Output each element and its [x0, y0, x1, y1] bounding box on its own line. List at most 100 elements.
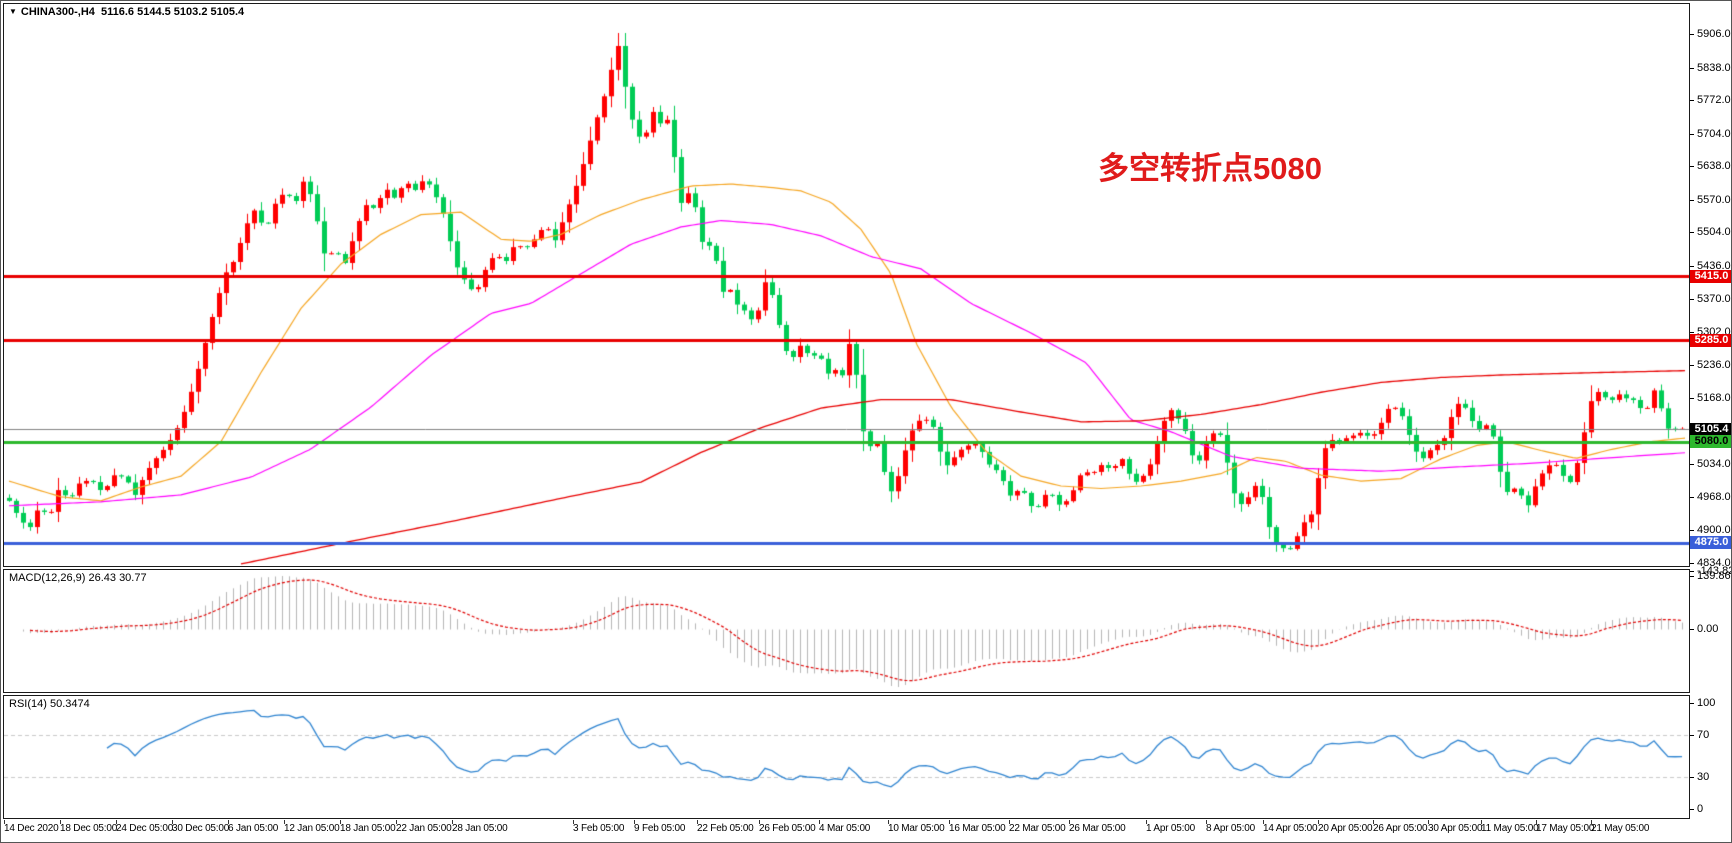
price-axis-tickmark: [1690, 530, 1694, 532]
price-axis-label: 5570.0: [1697, 193, 1731, 206]
price-axis-label: 4834.0: [1697, 557, 1731, 569]
time-axis-tickmark: [1146, 820, 1147, 824]
time-axis-tickmark: [1373, 820, 1374, 824]
rsi-axis-label: 100: [1697, 697, 1716, 709]
time-axis-tickmark: [1318, 820, 1319, 824]
price-chart-panel: ▼ CHINA300-,H4 5116.6 5144.5 5103.2 5105.…: [3, 3, 1690, 567]
time-axis-tickmark: [4, 820, 5, 824]
price-axis-label: 5168.0: [1697, 392, 1731, 405]
time-axis-tickmark: [1591, 820, 1592, 824]
rsi-axis-label: 70: [1697, 728, 1710, 741]
time-axis-label: 28 Jan 05:00: [452, 823, 508, 834]
text-annotation[interactable]: 多空转折点5080: [1098, 151, 1322, 186]
time-axis-label: 30 Apr 05:00: [1428, 823, 1483, 834]
time-axis-tickmark: [634, 820, 635, 824]
symbol-label: CHINA300-,H4: [20, 6, 95, 18]
time-axis-label: 18 Jan 05:00: [340, 823, 396, 834]
time-axis-tickmark: [452, 820, 453, 824]
time-axis-label: 24 Dec 05:00: [116, 823, 174, 834]
price-axis-label: 5034.0: [1697, 458, 1731, 471]
chart-title: ▼ CHINA300-,H4 5116.6 5144.5 5103.2 5105.…: [9, 6, 244, 18]
time-axis-tickmark: [1536, 820, 1537, 824]
time-axis-tickmark: [228, 820, 229, 824]
time-axis-label: 10 Mar 05:00: [888, 823, 945, 834]
price-axis-label: 4968.0: [1697, 490, 1731, 503]
rsi-axis-tickmark: [1690, 809, 1694, 810]
time-axis-label: 22 Jan 05:00: [396, 823, 452, 834]
time-axis-label: 22 Feb 05:00: [697, 823, 754, 834]
time-axis-tickmark: [1069, 820, 1070, 824]
time-axis-tickmark: [888, 820, 889, 824]
price-axis-tickmark: [1690, 166, 1694, 168]
ohlc-readout: 5116.6 5144.5 5103.2 5105.4: [101, 6, 245, 18]
time-axis-label: 26 Apr 05:00: [1373, 823, 1428, 834]
rsi-label: RSI(14) 50.3474: [9, 698, 90, 710]
price-tag-support: 4875.0: [1690, 536, 1731, 550]
time-axis-tickmark: [697, 820, 698, 824]
rsi-panel: RSI(14) 50.3474: [3, 695, 1690, 819]
macd-axis-tickmark: [1690, 629, 1694, 630]
price-axis-label: 5772.0: [1697, 94, 1731, 107]
macd-canvas[interactable]: [4, 570, 1689, 692]
macd-label: MACD(12,26,9) 26.43 30.77: [9, 572, 147, 584]
price-axis-tickmark: [1690, 398, 1694, 400]
rsi-axis-label: 0: [1697, 803, 1704, 815]
time-axis-label: 14 Dec 2020: [4, 823, 59, 834]
time-axis-label: 3 Feb 05:00: [573, 823, 625, 834]
time-axis-label: 9 Feb 05:00: [634, 823, 686, 834]
time-axis-label: 21 May 05:00: [1591, 823, 1650, 834]
rsi-axis-tickmark: [1690, 734, 1694, 736]
time-axis-tickmark: [1009, 820, 1010, 824]
price-axis-label: 5436.0: [1697, 259, 1731, 272]
time-axis-tickmark: [819, 820, 820, 824]
time-axis-label: 26 Feb 05:00: [759, 823, 816, 834]
time-axis-tickmark: [1481, 820, 1482, 824]
macd-axis-label: 0.00: [1697, 623, 1719, 635]
rsi-canvas[interactable]: [4, 696, 1689, 818]
price-axis-tickmark: [1690, 464, 1694, 466]
time-axis-tickmark: [1428, 820, 1429, 824]
symbol-dropdown-icon[interactable]: ▼: [9, 7, 17, 16]
price-axis-label: 5838.0: [1697, 61, 1731, 74]
time-axis-label: 20 Apr 05:00: [1318, 823, 1373, 834]
price-axis-tickmark: [1690, 265, 1694, 267]
price-axis-tickmark: [1690, 100, 1694, 102]
rsi-axis-tickmark: [1690, 703, 1694, 704]
time-axis-tickmark: [116, 820, 117, 824]
time-axis-tickmark: [60, 820, 61, 824]
time-axis-label: 14 Apr 05:00: [1263, 823, 1318, 834]
price-axis-label: 5704.0: [1697, 127, 1731, 140]
price-tag-resistance1: 5415.0: [1690, 269, 1731, 283]
price-axis-tickmark: [1690, 298, 1694, 300]
time-axis-tickmark: [759, 820, 760, 824]
time-axis-label: 26 Mar 05:00: [1069, 823, 1126, 834]
time-axis-label: 22 Mar 05:00: [1009, 823, 1066, 834]
price-axis-label: 5504.0: [1697, 226, 1731, 239]
time-axis-tickmark: [1206, 820, 1207, 824]
price-axis-label: 5236.0: [1697, 358, 1731, 371]
price-axis-label: 4900.0: [1697, 524, 1731, 537]
time-axis-label: 1 Apr 05:00: [1146, 823, 1195, 834]
price-axis-tickmark: [1690, 496, 1694, 498]
time-axis-label: 17 May 05:00: [1536, 823, 1595, 834]
time-axis-tickmark: [573, 820, 574, 824]
time-axis-tickmark: [1263, 820, 1264, 824]
time-axis-tickmark: [172, 820, 173, 824]
macd-axis-label: -143.82: [1697, 565, 1732, 577]
time-axis-tickmark: [949, 820, 950, 824]
time-axis-label: 12 Jan 05:00: [284, 823, 340, 834]
time-axis-label: 6 Jan 05:00: [228, 823, 279, 834]
price-axis-tickmark: [1690, 332, 1694, 334]
price-tag-last-price: 5105.4: [1690, 422, 1731, 436]
price-axis-tickmark: [1690, 364, 1694, 366]
price-axis-tickmark: [1690, 133, 1694, 135]
macd-axis-label: 139.86: [1697, 570, 1731, 582]
time-axis-label: 4 Mar 05:00: [819, 823, 871, 834]
price-axis-tickmark: [1690, 34, 1694, 35]
time-axis-tickmark: [340, 820, 341, 824]
rsi-axis-tickmark: [1690, 777, 1694, 779]
time-axis-label: 11 May 05:00: [1481, 823, 1539, 834]
price-chart-canvas[interactable]: [4, 4, 1689, 566]
rsi-axis-label: 30: [1697, 771, 1710, 784]
